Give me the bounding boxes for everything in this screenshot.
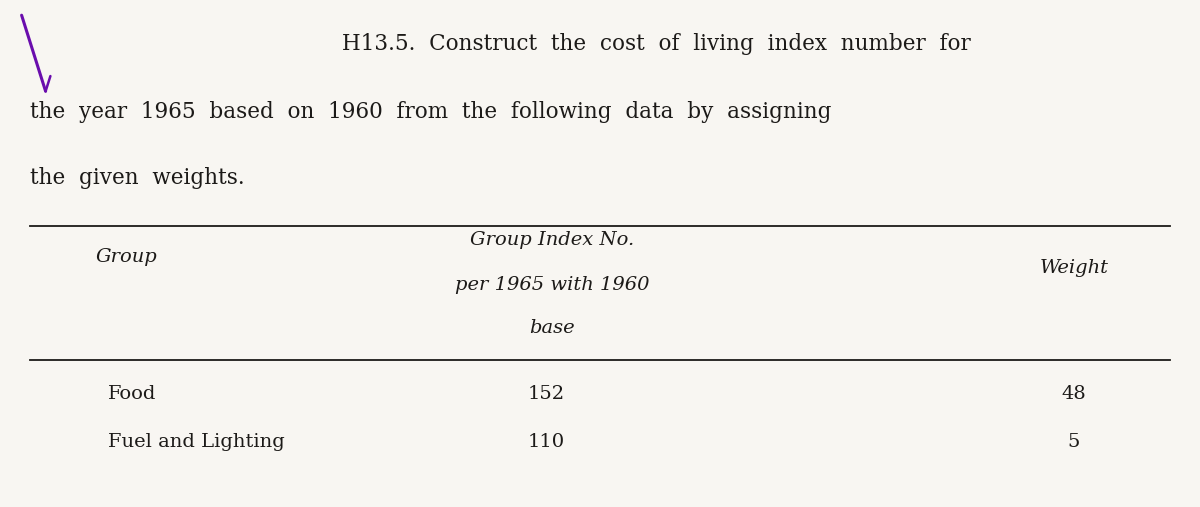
Text: 152: 152 (528, 385, 564, 404)
Text: Group Index No.: Group Index No. (470, 231, 634, 249)
Text: H13.5.  Construct  the  cost  of  living  index  number  for: H13.5. Construct the cost of living inde… (342, 33, 971, 55)
Text: 5: 5 (1068, 433, 1080, 452)
Text: 110: 110 (528, 433, 564, 452)
Text: Weight: Weight (1039, 259, 1109, 277)
Text: Food: Food (108, 385, 156, 404)
Text: Fuel and Lighting: Fuel and Lighting (108, 433, 284, 452)
Text: per 1965 with 1960: per 1965 with 1960 (455, 276, 649, 295)
Text: base: base (529, 319, 575, 338)
Text: 48: 48 (1062, 385, 1086, 404)
Text: the  year  1965  based  on  1960  from  the  following  data  by  assigning: the year 1965 based on 1960 from the fol… (30, 101, 832, 123)
Text: Group: Group (96, 248, 157, 267)
Text: the  given  weights.: the given weights. (30, 167, 245, 189)
